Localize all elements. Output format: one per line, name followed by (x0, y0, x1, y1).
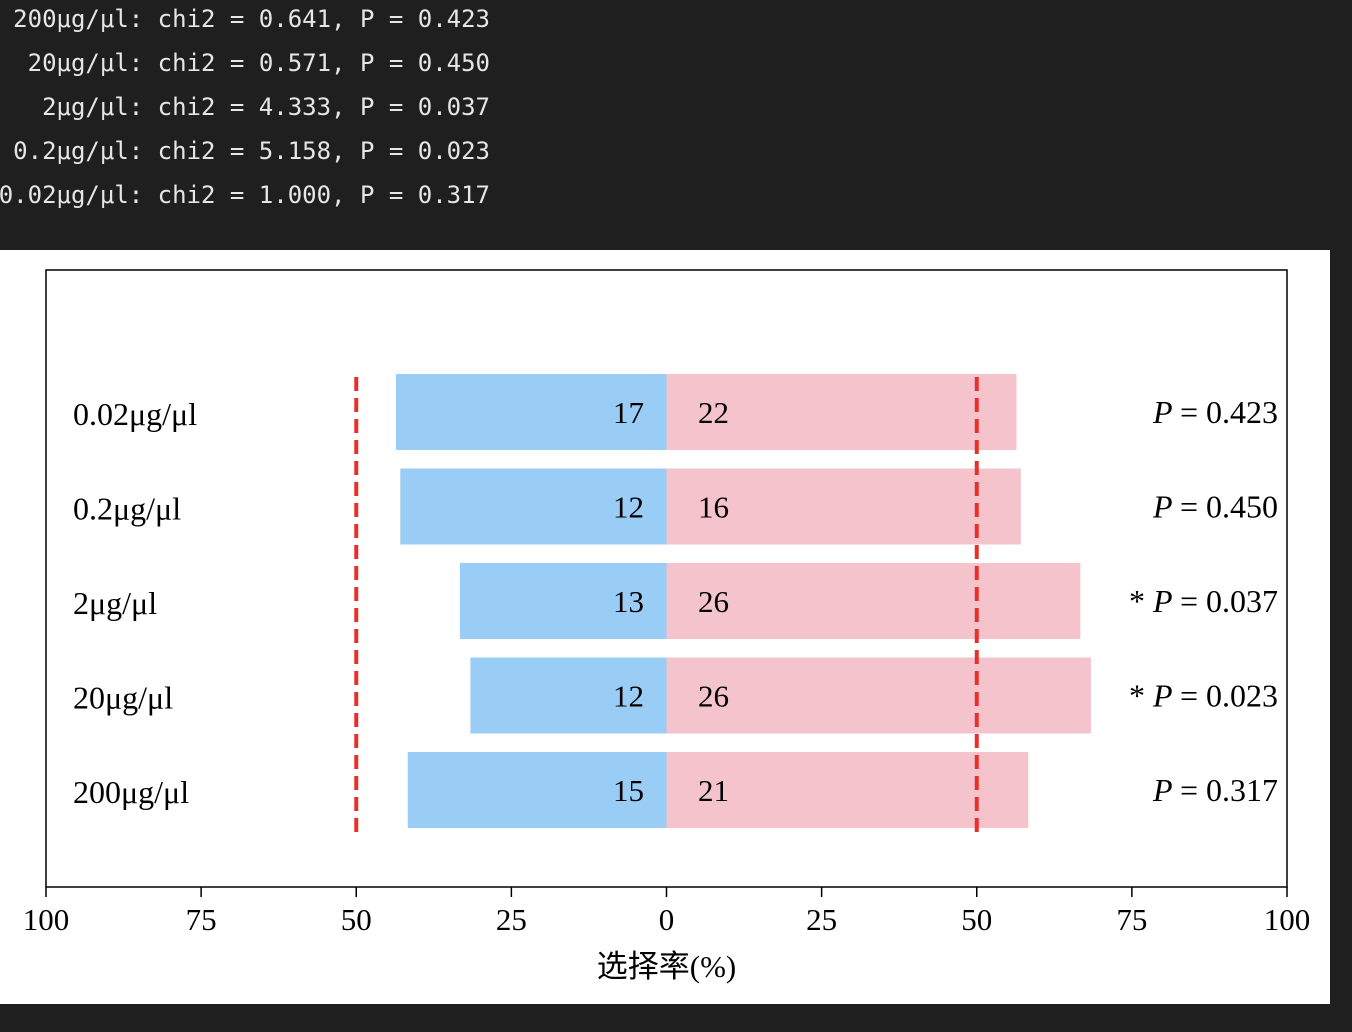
bar-right (666, 374, 1017, 450)
p-value: = 0.317 (1180, 772, 1278, 808)
p-value: = 0.023 (1180, 678, 1278, 714)
count-label-right: 16 (698, 490, 729, 525)
category-label: 2μg/μl (73, 585, 157, 621)
p-value-label: P = 0.423 (1152, 394, 1278, 430)
p-value-label: * P = 0.037 (1129, 583, 1278, 619)
x-tick-label: 25 (806, 902, 837, 937)
bar-left (407, 752, 667, 828)
p-symbol: P (1152, 583, 1180, 619)
console-line: 2μg/μl: chi2 = 4.333, P = 0.037 (42, 93, 490, 121)
count-label-right: 26 (698, 584, 729, 619)
bar-right (666, 563, 1081, 639)
bar-left (459, 563, 667, 639)
count-label-left: 13 (613, 584, 644, 619)
x-tick-label: 25 (496, 902, 527, 937)
bar-left (470, 657, 667, 734)
console-line: 0.2μg/μl: chi2 = 5.158, P = 0.023 (13, 137, 490, 165)
category-label: 20μg/μl (73, 680, 173, 716)
significance-star: * (1129, 678, 1153, 714)
count-label-left: 15 (613, 773, 644, 808)
bar-left (400, 468, 667, 545)
chart-svg: 17 22 0.02μg/μl P = 0.423 12 16 0.2μg/μl P = 0.… (23, 269, 1311, 984)
p-symbol: P (1152, 772, 1180, 808)
chart-figure: 17 22 0.02μg/μl P = 0.423 12 16 0.2μg/μl P = 0.… (0, 250, 1330, 1004)
category-label: 0.2μg/μl (73, 491, 181, 527)
category-label: 200μg/μl (73, 774, 189, 810)
x-tick-label: 50 (961, 902, 992, 937)
bar-left (395, 374, 667, 450)
p-value: = 0.423 (1180, 394, 1278, 430)
x-tick-label: 100 (23, 902, 70, 937)
count-label-right: 22 (698, 395, 729, 430)
p-symbol: P (1152, 489, 1180, 525)
console-output: 200μg/μl: chi2 = 0.641, P = 0.423 20μg/μ… (0, 0, 1352, 250)
p-value: = 0.450 (1180, 489, 1278, 525)
console-line: 0.02μg/μl: chi2 = 1.000, P = 0.317 (0, 181, 490, 209)
bar-right (666, 752, 1029, 828)
count-label-left: 12 (613, 490, 644, 525)
category-label: 0.02μg/μl (73, 396, 197, 432)
bar-right (666, 468, 1021, 545)
x-tick-label: 100 (1264, 902, 1311, 937)
x-tick-label: 75 (1116, 902, 1147, 937)
x-axis-label: 选择率(%) (597, 949, 736, 984)
count-label-left: 17 (613, 395, 644, 430)
p-symbol: P (1152, 394, 1180, 430)
x-tick-label: 0 (659, 902, 675, 937)
bar-right (666, 657, 1091, 734)
count-label-right: 21 (698, 773, 729, 808)
p-value: = 0.037 (1180, 583, 1278, 619)
count-label-left: 12 (613, 679, 644, 714)
console-line: 200μg/μl: chi2 = 0.641, P = 0.423 (13, 5, 490, 33)
p-value-label: P = 0.450 (1152, 489, 1278, 525)
significance-star: * (1129, 583, 1153, 619)
x-tick-label: 50 (341, 902, 372, 937)
p-symbol: P (1152, 678, 1180, 714)
x-tick-label: 75 (186, 902, 217, 937)
count-label-right: 26 (698, 679, 729, 714)
console-line: 20μg/μl: chi2 = 0.571, P = 0.450 (27, 49, 490, 77)
p-value-label: P = 0.317 (1152, 772, 1278, 808)
p-value-label: * P = 0.023 (1129, 678, 1278, 714)
